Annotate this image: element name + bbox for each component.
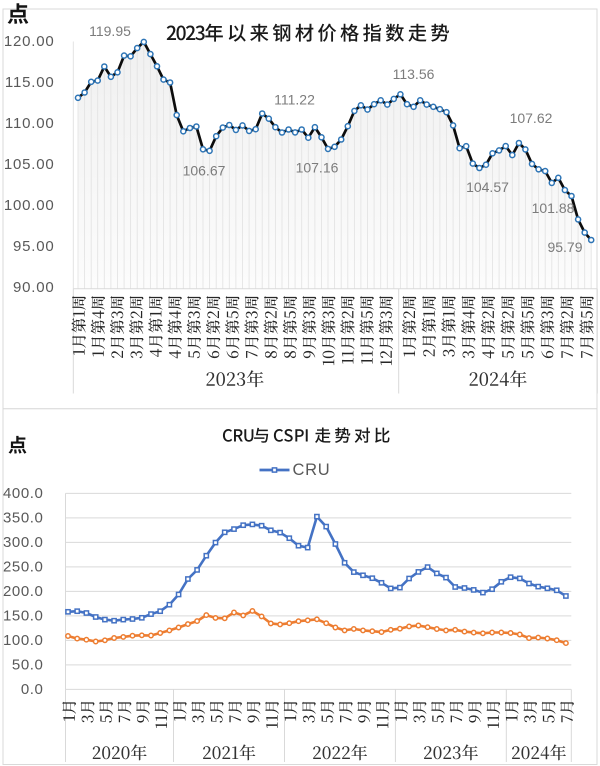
svg-text:115.00: 115.00 bbox=[5, 74, 55, 91]
svg-text:120.00: 120.00 bbox=[4, 33, 55, 50]
svg-text:350.0: 350.0 bbox=[3, 510, 44, 527]
svg-text:105.00: 105.00 bbox=[4, 156, 55, 173]
svg-text:104.57: 104.57 bbox=[466, 179, 509, 195]
svg-text:111.22: 111.22 bbox=[274, 92, 315, 108]
svg-text:200.0: 200.0 bbox=[3, 583, 44, 600]
svg-text:101.88: 101.88 bbox=[532, 200, 575, 216]
svg-text:107.16: 107.16 bbox=[296, 160, 339, 176]
svg-text:400.0: 400.0 bbox=[3, 485, 44, 502]
svg-text:100.00: 100.00 bbox=[4, 197, 55, 214]
svg-text:95.00: 95.00 bbox=[13, 238, 55, 255]
svg-text:100.0: 100.0 bbox=[3, 632, 44, 649]
svg-text:119.95: 119.95 bbox=[89, 23, 131, 39]
svg-text:50.0: 50.0 bbox=[12, 657, 44, 674]
svg-text:250.0: 250.0 bbox=[3, 559, 44, 576]
svg-text:300.0: 300.0 bbox=[3, 534, 44, 551]
svg-text:150.0: 150.0 bbox=[3, 608, 44, 625]
svg-text:CRU: CRU bbox=[293, 461, 331, 479]
svg-text:90.00: 90.00 bbox=[13, 279, 55, 296]
svg-text:95.79: 95.79 bbox=[547, 239, 582, 255]
svg-text:113.56: 113.56 bbox=[393, 66, 435, 82]
svg-text:106.67: 106.67 bbox=[183, 163, 226, 179]
svg-text:110.00: 110.00 bbox=[5, 115, 55, 132]
svg-text:107.62: 107.62 bbox=[510, 110, 553, 126]
svg-text:0.0: 0.0 bbox=[21, 681, 44, 698]
